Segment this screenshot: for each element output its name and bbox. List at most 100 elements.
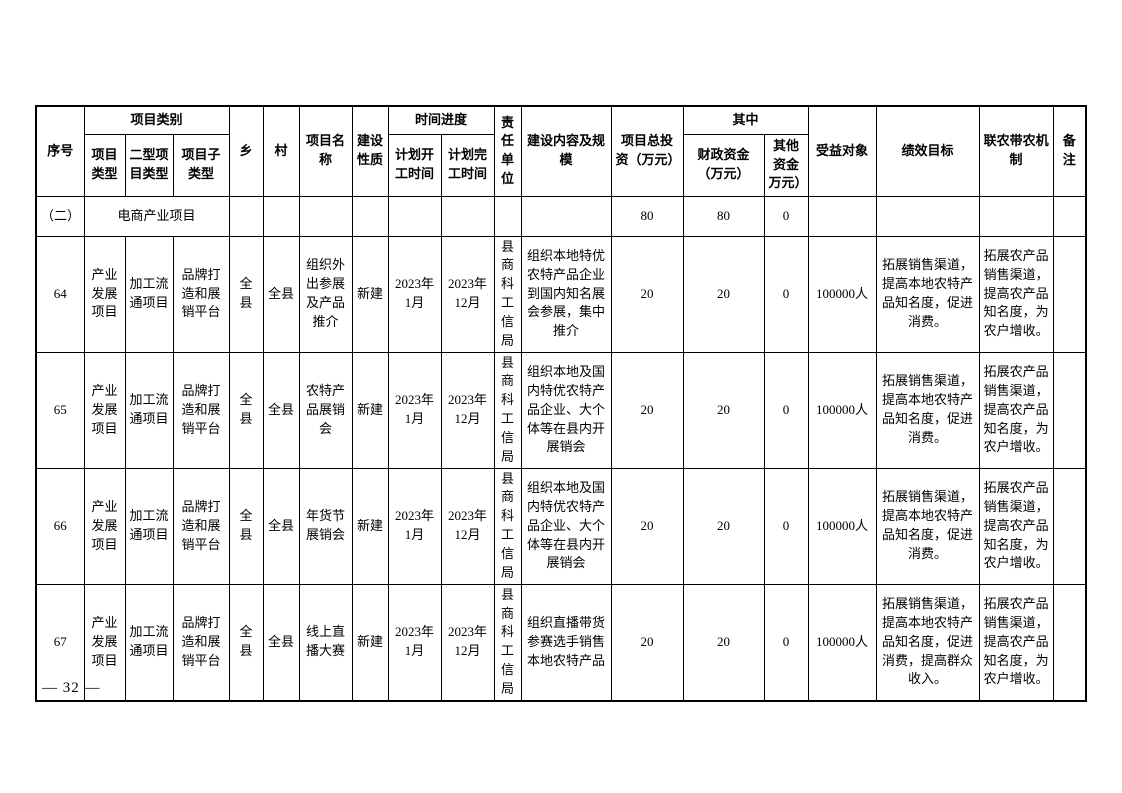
col-header-project-type2: 二型项目类型 <box>124 133 174 197</box>
table-header-row-1: 序号 项目类别 乡 村 项目名称 建设性质 时间进度 责任单位 建设内容及规模 … <box>35 105 1087 197</box>
cell-remark <box>1052 583 1087 702</box>
cell-remark <box>1052 467 1087 585</box>
cell-performance: 拓展销售渠道，提高本地农特产品知名度，促进消费。 <box>875 351 980 469</box>
cell-content: 组织直播带货参赛选手销售本地农特产品 <box>520 583 612 702</box>
cell-total: 20 <box>610 351 684 469</box>
cell-village: 全县 <box>262 351 300 469</box>
col-header-planned-start: 计划开工时间 <box>387 133 442 197</box>
cell-content: 组织本地及国内特优农特产品企业、大个体等在县内开展销会 <box>520 351 612 469</box>
cell-mechanism: 拓展农产品销售渠道，提高农产品知名度，为农户增收。 <box>978 235 1054 353</box>
col-header-project-category: 项目类别 <box>83 105 230 135</box>
empty-cell <box>1052 195 1087 237</box>
cell-beneficiary: 100000人 <box>807 351 877 469</box>
table-row: 64 产业发展项目 加工流通项目 品牌打造和展销平台 全县 全县 组织外出参展及… <box>35 235 1087 353</box>
cell-project-type: 产业发展项目 <box>83 235 126 353</box>
cell-unit: 县商科工信局 <box>493 351 522 469</box>
cell-performance: 拓展销售渠道，提高本地农特产品知名度，促进消费。 <box>875 235 980 353</box>
cell-nature: 新建 <box>351 467 389 585</box>
cell-remark <box>1052 351 1087 469</box>
cell-nature: 新建 <box>351 351 389 469</box>
cell-total: 20 <box>610 583 684 702</box>
cell-project-type2: 加工流通项目 <box>124 351 174 469</box>
cell-village: 全县 <box>262 235 300 353</box>
cell-start: 2023年1月 <box>387 467 442 585</box>
cell-project-type2: 加工流通项目 <box>124 583 174 702</box>
col-header-remarks: 备注 <box>1052 105 1087 197</box>
col-header-beneficiaries: 受益对象 <box>807 105 877 197</box>
cell-project-type: 产业发展项目 <box>83 467 126 585</box>
cell-mechanism: 拓展农产品销售渠道，提高农产品知名度，为农户增收。 <box>978 583 1054 702</box>
col-header-of-which: 其中 <box>682 105 809 135</box>
cell-project-name: 年货节展销会 <box>298 467 353 585</box>
empty-cell <box>520 195 612 237</box>
col-header-other-funds: 其他资金万元） <box>763 133 809 197</box>
cell-serial: 67 <box>35 583 85 702</box>
subtotal-label: 电商产业项目 <box>83 195 230 237</box>
col-header-farmer-linkage: 联农带农机制 <box>978 105 1054 197</box>
empty-cell <box>440 195 495 237</box>
cell-serial: 64 <box>35 235 85 353</box>
table-header-row-2: 项目类型 二型项目类型 项目子类型 计划开工时间 计划完工时间 财政资金（万元）… <box>36 133 1086 197</box>
cell-content: 组织本地特优农特产品企业到国内知名展会参展，集中推介 <box>520 235 612 353</box>
cell-project-name: 农特产品展销会 <box>298 351 353 469</box>
col-header-village: 村 <box>262 105 300 197</box>
cell-total: 20 <box>610 467 684 585</box>
cell-unit: 县商科工信局 <box>493 235 522 353</box>
empty-cell <box>351 195 389 237</box>
col-header-project-name: 项目名称 <box>298 105 353 197</box>
cell-township: 全县 <box>228 583 264 702</box>
col-header-performance-goal: 绩效目标 <box>875 105 980 197</box>
col-header-fiscal-funds: 财政资金（万元） <box>682 133 765 197</box>
cell-end: 2023年12月 <box>440 351 495 469</box>
cell-project-subtype: 品牌打造和展销平台 <box>172 583 230 702</box>
cell-mechanism: 拓展农产品销售渠道，提高农产品知名度，为农户增收。 <box>978 467 1054 585</box>
col-header-responsible-unit: 责任单位 <box>493 105 522 197</box>
cell-unit: 县商科工信局 <box>493 583 522 702</box>
cell-other: 0 <box>763 351 809 469</box>
cell-performance: 拓展销售渠道，提高本地农特产品知名度，促进消费。 <box>875 467 980 585</box>
cell-performance: 拓展销售渠道，提高本地农特产品知名度，促进消费，提高群众收入。 <box>875 583 980 702</box>
col-header-content-scale: 建设内容及规模 <box>520 105 612 197</box>
cell-project-type2: 加工流通项目 <box>124 235 174 353</box>
cell-beneficiary: 100000人 <box>807 583 877 702</box>
empty-cell <box>262 195 300 237</box>
table-row: 65 产业发展项目 加工流通项目 品牌打造和展销平台 全县 全县 农特产品展销会… <box>35 351 1087 469</box>
col-header-project-type: 项目类型 <box>83 133 126 197</box>
cell-project-type: 产业发展项目 <box>83 351 126 469</box>
cell-project-subtype: 品牌打造和展销平台 <box>172 235 230 353</box>
cell-other: 0 <box>763 467 809 585</box>
cell-end: 2023年12月 <box>440 467 495 585</box>
cell-project-name: 线上直播大赛 <box>298 583 353 702</box>
cell-beneficiary: 100000人 <box>807 235 877 353</box>
subtotal-total: 80 <box>610 195 684 237</box>
cell-township: 全县 <box>228 467 264 585</box>
empty-cell <box>298 195 353 237</box>
col-header-township: 乡 <box>228 105 264 197</box>
cell-mechanism: 拓展农产品销售渠道，提高农产品知名度，为农户增收。 <box>978 351 1054 469</box>
col-header-total-investment: 项目总投资（万元） <box>610 105 684 197</box>
cell-remark <box>1052 235 1087 353</box>
empty-cell <box>493 195 522 237</box>
cell-project-name: 组织外出参展及产品推介 <box>298 235 353 353</box>
cell-serial: 66 <box>35 467 85 585</box>
cell-nature: 新建 <box>351 583 389 702</box>
table-row: 67 产业发展项目 加工流通项目 品牌打造和展销平台 全县 全县 线上直播大赛 … <box>35 583 1087 702</box>
project-table: 序号 项目类别 乡 村 项目名称 建设性质 时间进度 责任单位 建设内容及规模 … <box>35 105 1088 702</box>
cell-fiscal: 20 <box>682 583 765 702</box>
subtotal-fiscal: 80 <box>682 195 765 237</box>
cell-project-subtype: 品牌打造和展销平台 <box>172 467 230 585</box>
cell-unit: 县商科工信局 <box>493 467 522 585</box>
cell-fiscal: 20 <box>682 351 765 469</box>
cell-content: 组织本地及国内特优农特产品企业、大个体等在县内开展销会 <box>520 467 612 585</box>
cell-other: 0 <box>763 583 809 702</box>
empty-cell <box>978 195 1054 237</box>
cell-end: 2023年12月 <box>440 583 495 702</box>
table-row: 66 产业发展项目 加工流通项目 品牌打造和展销平台 全县 全县 年货节展销会 … <box>35 467 1087 585</box>
cell-project-type: 产业发展项目 <box>83 583 126 702</box>
cell-fiscal: 20 <box>682 467 765 585</box>
col-header-construction-nature: 建设性质 <box>351 105 389 197</box>
cell-other: 0 <box>763 235 809 353</box>
empty-cell <box>875 195 980 237</box>
subtotal-index: （二） <box>35 195 85 237</box>
